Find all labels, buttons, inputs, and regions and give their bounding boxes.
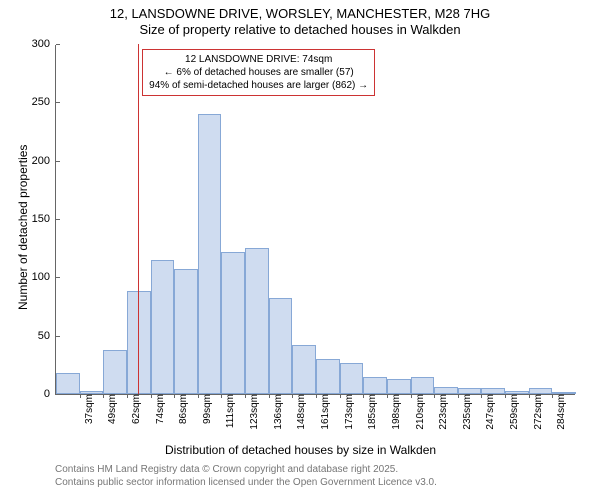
y-tick: 0: [44, 388, 56, 400]
y-tick: 50: [38, 330, 56, 342]
x-tick: 235sqm: [460, 394, 473, 430]
y-tick: 100: [32, 271, 56, 283]
histogram-bar: [221, 252, 245, 394]
plot-area: 05010015020025030037sqm49sqm62sqm74sqm86…: [55, 45, 575, 395]
x-tick: 123sqm: [247, 394, 260, 430]
x-tick-mark: [387, 394, 388, 398]
x-tick: 86sqm: [176, 394, 189, 424]
x-tick-mark: [80, 394, 81, 398]
chart-title: 12, LANSDOWNE DRIVE, WORSLEY, MANCHESTER…: [0, 0, 600, 39]
annotation-line: 12 LANSDOWNE DRIVE: 74sqm: [149, 53, 368, 66]
x-tick-mark: [505, 394, 506, 398]
histogram-bar: [316, 359, 340, 394]
x-tick: 62sqm: [129, 394, 142, 424]
histogram-bar: [340, 363, 364, 395]
x-tick: 223sqm: [436, 394, 449, 430]
y-tick: 250: [32, 96, 56, 108]
annotation-line: ← 6% of detached houses are smaller (57): [149, 66, 368, 79]
chart-container: 12, LANSDOWNE DRIVE, WORSLEY, MANCHESTER…: [0, 0, 600, 500]
histogram-bar: [387, 379, 411, 394]
histogram-bar: [151, 260, 175, 394]
histogram-bar: [411, 377, 435, 395]
x-tick: 259sqm: [507, 394, 520, 430]
x-tick-mark: [151, 394, 152, 398]
x-tick-mark: [411, 394, 412, 398]
x-tick: 111sqm: [223, 394, 236, 428]
x-tick: 284sqm: [554, 394, 567, 430]
y-tick: 300: [32, 38, 56, 50]
x-tick-mark: [529, 394, 530, 398]
x-tick: 49sqm: [105, 394, 118, 424]
histogram-bar: [434, 387, 458, 394]
x-tick: 136sqm: [271, 394, 284, 430]
y-axis-label: Number of detached properties: [16, 145, 30, 310]
chart-footer: Contains HM Land Registry data © Crown c…: [55, 463, 437, 489]
x-tick: 210sqm: [413, 394, 426, 430]
marker-line: [138, 44, 139, 394]
histogram-bar: [174, 269, 198, 394]
x-tick: 173sqm: [342, 394, 355, 430]
title-line-1: 12, LANSDOWNE DRIVE, WORSLEY, MANCHESTER…: [0, 6, 600, 22]
x-tick: 37sqm: [82, 394, 95, 424]
x-tick-mark: [269, 394, 270, 398]
x-tick: 99sqm: [200, 394, 213, 424]
x-tick-mark: [458, 394, 459, 398]
y-tick: 200: [32, 155, 56, 167]
x-tick-mark: [127, 394, 128, 398]
x-tick: 148sqm: [294, 394, 307, 430]
x-tick-mark: [198, 394, 199, 398]
histogram-bar: [269, 298, 293, 394]
footer-line-1: Contains HM Land Registry data © Crown c…: [55, 463, 437, 476]
x-tick: 185sqm: [365, 394, 378, 430]
histogram-bar: [56, 373, 80, 394]
x-axis-label: Distribution of detached houses by size …: [165, 443, 436, 457]
x-tick: 198sqm: [389, 394, 402, 430]
histogram-bar: [245, 248, 269, 394]
x-tick: 161sqm: [318, 394, 331, 430]
annotation-box: 12 LANSDOWNE DRIVE: 74sqm← 6% of detache…: [142, 49, 375, 96]
histogram-bar: [103, 350, 127, 394]
annotation-line: 94% of semi-detached houses are larger (…: [149, 79, 368, 92]
histogram-bar: [363, 377, 387, 395]
y-tick: 150: [32, 213, 56, 225]
x-tick-mark: [316, 394, 317, 398]
x-tick-mark: [245, 394, 246, 398]
x-tick: 247sqm: [483, 394, 496, 430]
footer-line-2: Contains public sector information licen…: [55, 476, 437, 489]
histogram-bar: [198, 114, 222, 394]
x-tick: 272sqm: [531, 394, 544, 430]
x-tick-mark: [340, 394, 341, 398]
title-line-2: Size of property relative to detached ho…: [0, 22, 600, 38]
histogram-bar: [292, 345, 316, 394]
x-tick: 74sqm: [153, 394, 166, 424]
